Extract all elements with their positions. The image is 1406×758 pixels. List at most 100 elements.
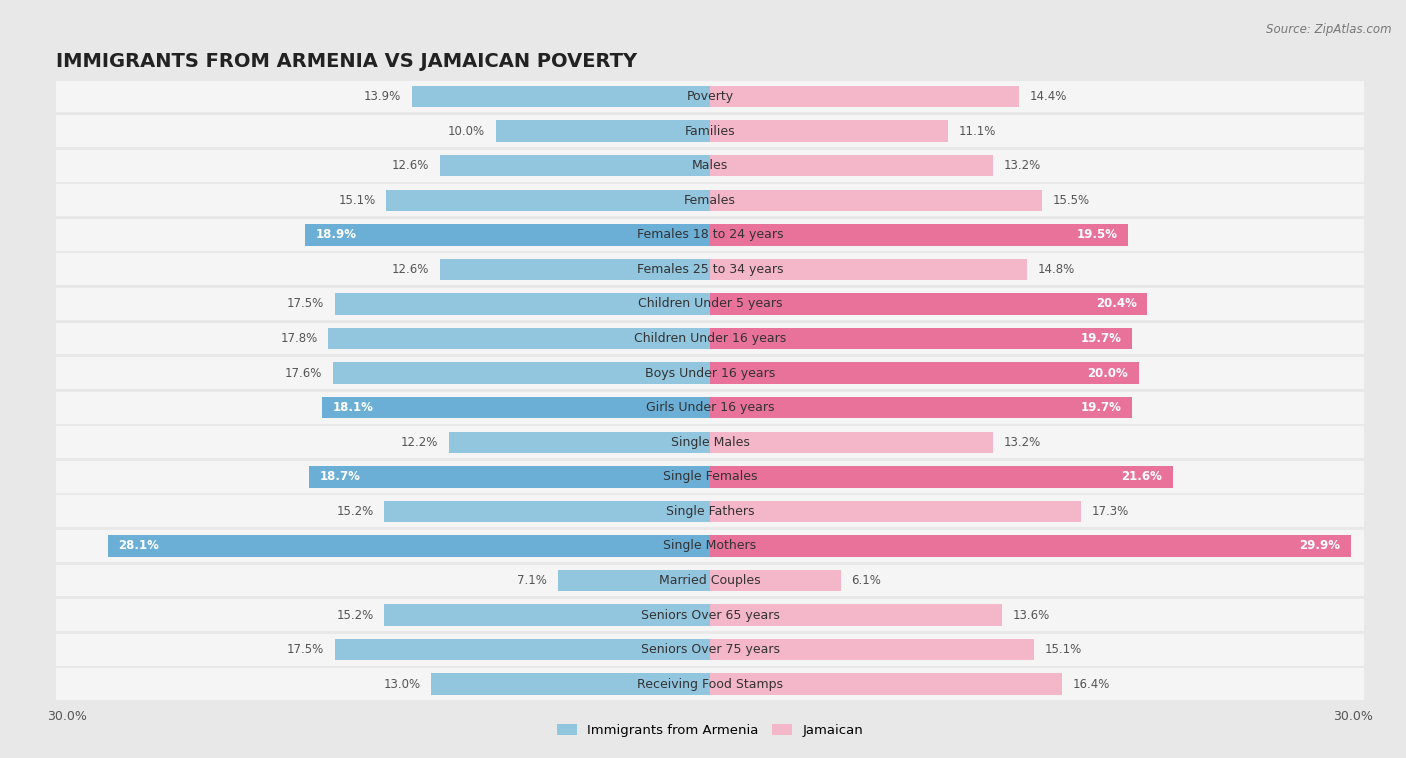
Text: 14.4%: 14.4% (1029, 90, 1067, 103)
Text: Single Mothers: Single Mothers (664, 540, 756, 553)
Bar (387, 190, 710, 211)
Bar (56, 426, 1364, 458)
Text: Poverty: Poverty (686, 90, 734, 103)
Bar (710, 500, 1081, 522)
Text: 20.0%: 20.0% (1087, 367, 1128, 380)
Text: 18.7%: 18.7% (321, 470, 361, 484)
Text: Single Fathers: Single Fathers (666, 505, 754, 518)
Bar (710, 674, 1062, 695)
Text: 15.1%: 15.1% (1045, 643, 1081, 656)
Bar (56, 669, 1364, 700)
Bar (56, 219, 1364, 251)
Bar (56, 599, 1364, 631)
Bar (440, 155, 710, 177)
Text: 15.1%: 15.1% (339, 194, 375, 207)
Bar (335, 639, 710, 660)
Text: 21.6%: 21.6% (1122, 470, 1163, 484)
Bar (56, 496, 1364, 528)
Bar (710, 155, 993, 177)
Text: Single Males: Single Males (671, 436, 749, 449)
Bar (432, 674, 710, 695)
Bar (56, 253, 1364, 285)
Text: 13.2%: 13.2% (1004, 159, 1040, 172)
Legend: Immigrants from Armenia, Jamaican: Immigrants from Armenia, Jamaican (551, 719, 869, 742)
Bar (56, 323, 1364, 355)
Bar (56, 634, 1364, 666)
Text: 15.2%: 15.2% (336, 505, 374, 518)
Text: 17.6%: 17.6% (284, 367, 322, 380)
Text: Source: ZipAtlas.com: Source: ZipAtlas.com (1267, 23, 1392, 36)
Bar (710, 224, 1128, 246)
Bar (384, 604, 710, 626)
Text: 28.1%: 28.1% (118, 540, 159, 553)
Text: Boys Under 16 years: Boys Under 16 years (645, 367, 775, 380)
Bar (412, 86, 710, 108)
Bar (710, 190, 1042, 211)
Bar (710, 86, 1019, 108)
Text: Single Females: Single Females (662, 470, 758, 484)
Bar (335, 293, 710, 315)
Bar (56, 115, 1364, 147)
Text: 16.4%: 16.4% (1073, 678, 1109, 691)
Bar (56, 80, 1364, 112)
Bar (710, 362, 1139, 384)
Text: 29.9%: 29.9% (1299, 540, 1340, 553)
Bar (710, 293, 1147, 315)
Text: Children Under 16 years: Children Under 16 years (634, 332, 786, 345)
Text: 15.2%: 15.2% (336, 609, 374, 622)
Text: 17.8%: 17.8% (281, 332, 318, 345)
Bar (56, 392, 1364, 424)
Text: Married Couples: Married Couples (659, 574, 761, 587)
Bar (710, 397, 1132, 418)
Bar (710, 466, 1173, 487)
Text: 13.0%: 13.0% (384, 678, 420, 691)
Bar (56, 461, 1364, 493)
Bar (496, 121, 710, 142)
Text: 14.8%: 14.8% (1038, 263, 1076, 276)
Bar (710, 535, 1351, 556)
Text: Children Under 5 years: Children Under 5 years (638, 297, 782, 311)
Bar (440, 258, 710, 280)
Bar (322, 397, 710, 418)
Bar (56, 357, 1364, 389)
Text: Females: Females (685, 194, 735, 207)
Text: 7.1%: 7.1% (517, 574, 547, 587)
Text: 19.7%: 19.7% (1081, 401, 1122, 414)
Bar (329, 327, 710, 349)
Bar (56, 530, 1364, 562)
Text: 15.5%: 15.5% (1053, 194, 1090, 207)
Text: IMMIGRANTS FROM ARMENIA VS JAMAICAN POVERTY: IMMIGRANTS FROM ARMENIA VS JAMAICAN POVE… (56, 52, 637, 70)
Bar (710, 258, 1028, 280)
Bar (56, 184, 1364, 216)
Text: 13.2%: 13.2% (1004, 436, 1040, 449)
Bar (108, 535, 710, 556)
Text: 12.6%: 12.6% (392, 159, 429, 172)
Text: Seniors Over 65 years: Seniors Over 65 years (641, 609, 779, 622)
Text: Receiving Food Stamps: Receiving Food Stamps (637, 678, 783, 691)
Text: 20.4%: 20.4% (1095, 297, 1136, 311)
Text: Males: Males (692, 159, 728, 172)
Bar (309, 466, 710, 487)
Bar (558, 570, 710, 591)
Text: Girls Under 16 years: Girls Under 16 years (645, 401, 775, 414)
Text: 17.5%: 17.5% (287, 297, 325, 311)
Bar (305, 224, 710, 246)
Text: 18.9%: 18.9% (315, 228, 357, 241)
Bar (710, 570, 841, 591)
Bar (449, 431, 710, 453)
Text: 6.1%: 6.1% (852, 574, 882, 587)
Text: 19.7%: 19.7% (1081, 332, 1122, 345)
Text: Females 18 to 24 years: Females 18 to 24 years (637, 228, 783, 241)
Text: Females 25 to 34 years: Females 25 to 34 years (637, 263, 783, 276)
Text: Families: Families (685, 124, 735, 138)
Text: 18.1%: 18.1% (333, 401, 374, 414)
Bar (384, 500, 710, 522)
Bar (56, 565, 1364, 597)
Text: Seniors Over 75 years: Seniors Over 75 years (641, 643, 779, 656)
Text: 17.3%: 17.3% (1091, 505, 1129, 518)
Text: 19.5%: 19.5% (1077, 228, 1118, 241)
Text: 17.5%: 17.5% (287, 643, 325, 656)
Bar (710, 604, 1001, 626)
Text: 12.2%: 12.2% (401, 436, 437, 449)
Text: 10.0%: 10.0% (449, 124, 485, 138)
